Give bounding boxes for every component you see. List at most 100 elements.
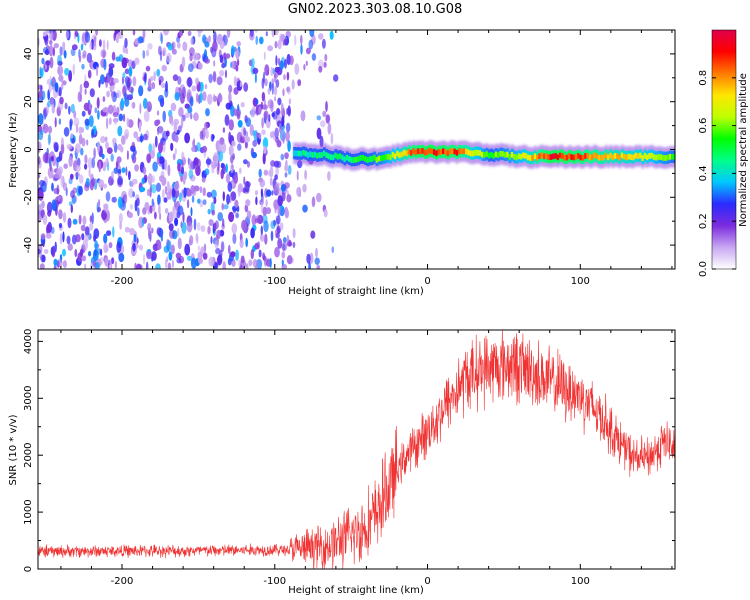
spectrogram-cell — [166, 191, 172, 200]
spectrogram-cell — [100, 136, 106, 144]
spectrogram-cell — [100, 248, 103, 256]
spectrogram-cell — [237, 104, 240, 112]
track-cell — [316, 152, 319, 159]
spectrogram-cell — [231, 223, 238, 234]
spectrogram-cell — [323, 61, 327, 68]
spectrogram-cell — [281, 115, 285, 127]
track-cell — [483, 152, 487, 158]
spectrogram-cell — [137, 207, 140, 217]
spectrogram-cell — [164, 185, 168, 195]
spectrogram-cell — [84, 31, 91, 43]
spectrogram-cell — [274, 246, 280, 258]
spectrogram-cell — [254, 242, 259, 250]
spectrogram-cell — [56, 184, 60, 195]
spectrogram-cell — [117, 176, 123, 186]
spectrogram-cell — [225, 163, 228, 173]
spectrogram-cell — [260, 201, 264, 214]
spectrogram-cell — [270, 100, 274, 113]
spectrogram-cell — [270, 230, 274, 242]
spectrogram-cell — [179, 30, 184, 37]
spectrogram-cell — [91, 128, 94, 139]
spectrogram-cell — [155, 263, 161, 269]
spectrogram-cell — [216, 229, 221, 240]
track-cell — [515, 154, 519, 161]
track-cell — [529, 155, 532, 161]
spectrogram-cell — [143, 253, 146, 265]
spectrogram-y-ticks: -40 -20 0 20 40 — [23, 29, 675, 270]
spectrogram-cell — [258, 133, 262, 140]
spectrogram-cell — [171, 41, 176, 50]
track-cell — [419, 148, 422, 155]
spectrogram-cell — [274, 174, 278, 181]
spectrogram-cell — [117, 125, 123, 137]
spectrogram-cell — [114, 119, 117, 126]
spectrogram-cell — [195, 233, 199, 243]
track-cell — [634, 152, 638, 159]
track-cell — [643, 152, 647, 159]
spectrogram-cell — [124, 226, 130, 233]
spectrogram-cell — [288, 98, 292, 105]
spectrogram-cell — [81, 137, 86, 147]
spectrogram-cell — [157, 194, 161, 206]
colorbar-tick-label: 0.8 — [698, 70, 709, 86]
spectrogram-cell — [146, 101, 152, 113]
spectrogram-cell — [199, 186, 203, 194]
spectrogram-cell — [57, 65, 64, 76]
track-cell — [373, 154, 377, 161]
y-tick-label: 4000 — [23, 329, 34, 354]
spectrogram-cell — [62, 248, 66, 257]
track-cell — [327, 153, 331, 160]
spectrogram-cell — [154, 211, 157, 220]
track-cell — [526, 154, 530, 161]
spectrogram-cell — [277, 195, 284, 207]
spectrogram-cell — [289, 55, 294, 66]
track-cell — [513, 153, 516, 160]
spectrogram-cell — [275, 215, 281, 225]
track-cell — [574, 154, 578, 160]
track-cell — [387, 153, 390, 160]
spectrogram-cell — [70, 133, 74, 139]
spectrogram-cell — [146, 250, 153, 260]
spectrogram-cell — [231, 164, 234, 170]
spectrogram-cell — [113, 78, 119, 84]
spectrogram-cell — [255, 35, 258, 45]
track-cell — [444, 149, 448, 155]
track-cell — [426, 149, 429, 155]
spectrogram-cell — [331, 246, 335, 254]
spectrogram-cell — [233, 173, 238, 184]
spectrogram-cell — [168, 251, 173, 261]
track-cell — [652, 154, 656, 160]
track-cell — [556, 154, 560, 161]
track-cell — [533, 153, 537, 160]
track-cell — [442, 148, 445, 154]
spectrogram-cell — [283, 38, 288, 46]
spectrogram-cell — [320, 120, 326, 128]
track-cell — [391, 151, 395, 158]
spectrogram-cell — [170, 142, 174, 152]
track-cell — [371, 155, 374, 162]
spectrogram-cell — [250, 248, 254, 260]
spectrogram-cell — [131, 178, 138, 185]
spectrogram-cell — [182, 174, 186, 185]
spectrogram-cell — [225, 53, 231, 59]
spectrogram-cell — [274, 205, 277, 214]
spectrogram-cell — [102, 107, 108, 113]
track-cell — [377, 155, 381, 162]
spectrogram-cell — [268, 114, 271, 123]
track-cell — [584, 153, 587, 159]
spectrogram-cell — [192, 139, 196, 148]
spectrogram-cell — [110, 258, 113, 269]
spectrogram-cell — [39, 263, 45, 269]
track-cell — [460, 148, 464, 155]
spectrogram-cell — [78, 174, 84, 184]
spectrogram-cell — [43, 108, 47, 120]
track-cell — [357, 156, 361, 162]
spectrogram-cell — [104, 257, 109, 267]
x-tick-label: -100 — [263, 576, 286, 587]
spectrogram-cell — [212, 71, 217, 83]
track-cell — [355, 156, 358, 163]
spectrogram-cell — [191, 146, 196, 153]
spectrogram-cell — [270, 176, 273, 187]
spectrogram-cell — [294, 63, 300, 75]
track-cell — [345, 154, 349, 161]
